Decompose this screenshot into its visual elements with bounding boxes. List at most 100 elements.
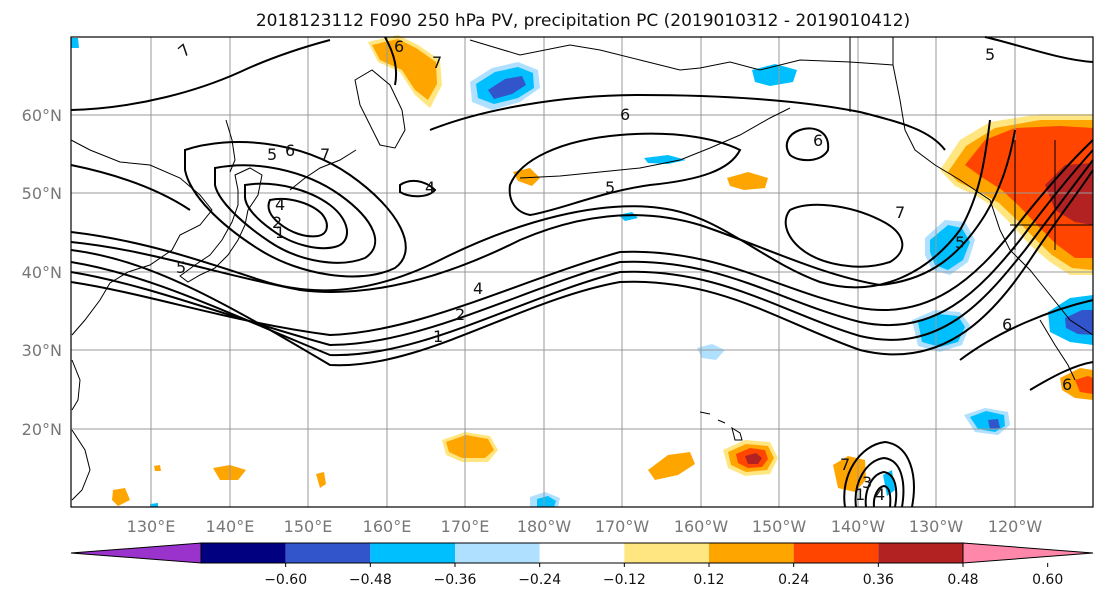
pv-contour xyxy=(70,119,991,292)
contour-label: 5 xyxy=(176,258,186,277)
lon-label: 140°W xyxy=(831,517,886,536)
pv-contour xyxy=(70,129,1016,293)
pv-contour xyxy=(243,182,348,250)
colorbar-segment xyxy=(455,543,540,563)
contour-label: 3 xyxy=(862,473,872,492)
colorbar-segment xyxy=(709,543,794,563)
colorbar-extend-low xyxy=(70,542,202,564)
precip-region-tropical-positive xyxy=(446,435,494,458)
precip-region-corner-negative xyxy=(71,38,79,48)
contour-label: 2 xyxy=(272,213,282,232)
coastline-alaska-south xyxy=(892,64,1094,336)
lon-label: 160°E xyxy=(363,517,412,536)
contour-label: 1 xyxy=(433,327,443,346)
precip-region-west-tropical-positive xyxy=(154,465,161,471)
pv-contour xyxy=(384,36,398,86)
precip-region-west-tropical-positive xyxy=(112,488,130,506)
coastline-kamchatka xyxy=(354,69,406,149)
coastline-asia xyxy=(70,139,213,336)
contour-label: 6 xyxy=(1002,315,1012,334)
contour-label: 6 xyxy=(1062,375,1072,394)
colorbar-tick-label: −0.48 xyxy=(349,572,392,588)
contour-label: 4 xyxy=(875,485,885,504)
lat-label-30n: 30°N xyxy=(22,341,62,360)
map-title: 2018123112 F090 250 hPa PV, precipitatio… xyxy=(256,11,910,31)
colorbar: −0.60 −0.48 −0.36 −0.24 −0.12 0.12 0.24 0.36 0.4… xyxy=(70,542,1094,588)
pv-contour xyxy=(1029,361,1094,391)
contour-label: 6 xyxy=(620,105,630,124)
coastline-kurils xyxy=(289,149,357,191)
colorbar-outline xyxy=(200,542,964,564)
contour-label: 1 xyxy=(275,223,285,242)
pv-contour xyxy=(70,159,1094,357)
colorbar-segment xyxy=(285,543,371,563)
precip-region-tropical-strong-positive xyxy=(745,453,762,464)
contour-label: 6 xyxy=(813,131,823,150)
colorbar-tick-label: −0.60 xyxy=(264,572,307,588)
lon-label: 130°W xyxy=(909,517,964,536)
lon-label: 160°W xyxy=(674,517,729,536)
colorbar-segment xyxy=(878,543,963,563)
precip-region-bering-negative xyxy=(488,76,526,99)
lon-label: 180°W xyxy=(517,517,572,536)
contour-label: 7 xyxy=(432,53,442,72)
pv-contour xyxy=(214,164,377,264)
lat-label-20n: 20°N xyxy=(22,420,62,439)
precip-region-tropical-negative xyxy=(537,496,556,507)
contour-label: 4 xyxy=(275,195,285,214)
contour-label: 4 xyxy=(473,279,483,298)
pv-contour xyxy=(984,36,1094,63)
pv-contour xyxy=(784,203,904,268)
colorbar-segment xyxy=(370,543,455,563)
colorbar-ticks xyxy=(285,563,1049,567)
graticule xyxy=(71,37,1093,507)
lon-label: 120°W xyxy=(988,517,1043,536)
latitude-labels: 60°N 50°N 40°N 30°N 20°N xyxy=(22,106,62,439)
lon-label: 150°W xyxy=(752,517,807,536)
colorbar-tick-label: −0.12 xyxy=(603,572,646,588)
colorbar-extend-high xyxy=(962,542,1094,564)
precip-region-gulf-positive xyxy=(727,172,768,190)
coastline-asia xyxy=(71,429,91,501)
lat-label-40n: 40°N xyxy=(22,263,62,282)
precip-region-bering-positive xyxy=(372,39,437,100)
precip-region-mexico-positive xyxy=(1075,376,1093,394)
lat-label-60n: 60°N xyxy=(22,106,62,125)
colorbar-tick-label: 0.36 xyxy=(863,572,894,588)
colorbar-segment xyxy=(793,543,879,563)
pv-contour xyxy=(785,127,830,162)
contour-label: 6 xyxy=(394,37,404,56)
coastline-aleutians xyxy=(519,107,791,179)
colorbar-labels: −0.60 −0.48 −0.36 −0.24 −0.12 0.12 0.24 0.36 0.4… xyxy=(264,572,1063,588)
pv-contour xyxy=(864,470,898,508)
pv-contour xyxy=(959,299,1094,361)
lon-label: 150°E xyxy=(284,517,333,536)
pv-contour xyxy=(429,93,946,151)
precip-region-central-small-negative xyxy=(644,155,686,164)
contour-label: 7 xyxy=(895,203,905,222)
precip-region-west-tropical-positive xyxy=(316,472,326,488)
colorbar-tick-label: −0.36 xyxy=(434,572,477,588)
contour-label: 1 xyxy=(855,485,865,504)
coastline-japan xyxy=(179,167,263,283)
colorbar-segment xyxy=(624,543,709,563)
pv-contour xyxy=(399,179,437,198)
pv-contours xyxy=(70,36,1094,508)
contour-label: 7 xyxy=(840,455,850,474)
longitude-labels: 130°E 140°E 150°E 160°E 170°E 180°W 170°… xyxy=(127,517,1043,536)
precip-region-tropical-positive xyxy=(648,452,695,480)
contour-label: 5 xyxy=(605,178,615,197)
coastlines xyxy=(70,37,1094,501)
contour-label: 7 xyxy=(320,145,330,164)
colorbar-tick-label: 0.12 xyxy=(693,572,724,588)
precip-region-central-small-positive xyxy=(513,168,540,186)
pv-contour xyxy=(843,440,915,508)
precip-region-tropical-negative xyxy=(697,344,725,360)
precip-region-ne-pacific-negative xyxy=(930,225,970,270)
precip-region-mexico-negative xyxy=(1065,310,1093,335)
pv-contour xyxy=(508,132,742,217)
lon-label: 140°E xyxy=(206,517,255,536)
precip-region-corner-negative xyxy=(150,503,158,507)
map-panel: 7 6 7 5 5 6 7 4 5 4 6 2 1 4 2 1 5 6 7 5 … xyxy=(70,35,1094,508)
